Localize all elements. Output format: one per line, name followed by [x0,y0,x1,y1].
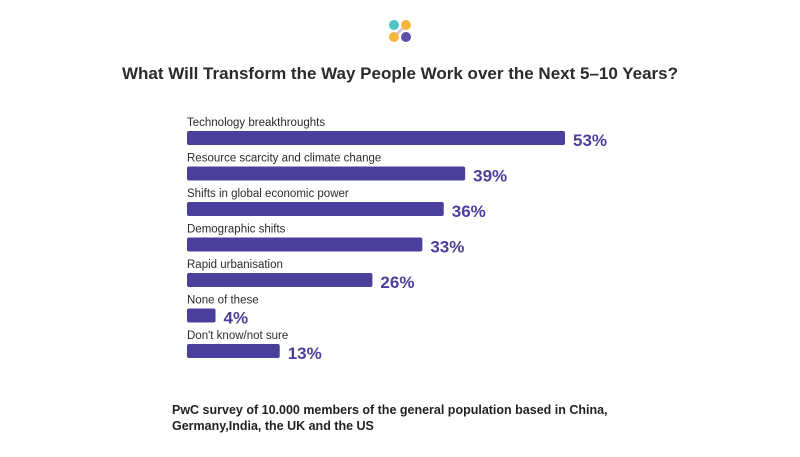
bar [187,237,423,252]
bar [187,202,444,216]
logo-dot-yellow-lower [389,32,399,42]
category-label: Technology breakthroughts [187,117,325,129]
value-label: 53% [573,131,607,150]
value-label: 4% [224,309,249,328]
bar [187,344,280,358]
bar [187,166,466,181]
value-label: 36% [452,202,486,221]
bar [187,308,216,323]
chart-caption: PwC survey of 10.000 members of the gene… [172,403,608,433]
logo-icon [389,20,411,42]
chart-title: What Will Transform the Way People Work … [122,64,678,83]
category-label: Shifts in global economic power [187,188,349,200]
value-label: 33% [430,238,464,257]
bar-chart: Technology breakthroughts 53% Resource sca… [187,117,607,363]
bar [187,273,373,287]
logo-dot-teal [389,20,399,30]
value-label: 39% [473,167,507,186]
logo-dot-purple [401,32,411,42]
value-label: 13% [288,344,322,363]
category-label: Demographic shifts [187,224,286,236]
category-label: None of these [187,295,259,307]
category-label: Don't know/not sure [187,330,288,342]
category-label: Rapid urbanisation [187,259,283,271]
value-label: 26% [380,273,414,292]
bar [187,131,565,145]
category-label: Resource scarcity and climate change [187,153,381,165]
logo-dot-yellow [401,20,411,30]
